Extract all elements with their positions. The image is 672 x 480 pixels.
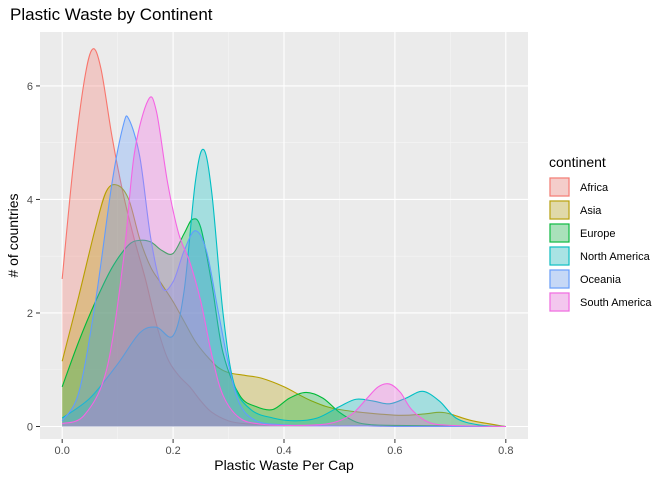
legend-swatch — [549, 246, 570, 266]
x-tick-label: 0.4 — [276, 445, 291, 457]
density-line — [61, 115, 506, 428]
density-area — [62, 184, 506, 427]
x-tick-label: 0.8 — [498, 445, 513, 457]
density-area — [62, 218, 506, 427]
density-line — [61, 218, 506, 428]
legend-label: Europe — [580, 228, 615, 240]
legend-item: South America — [549, 292, 652, 312]
legend-title: continent — [549, 154, 606, 170]
density-series-1 — [61, 184, 506, 428]
y-axis: 0 2 4 6 — [27, 81, 40, 434]
legend-swatch — [549, 269, 570, 289]
y-axis-title: # of countries — [5, 193, 21, 277]
density-area — [62, 115, 506, 427]
legend-swatch — [549, 200, 570, 220]
legend: continent Africa Asia Europe North America O… — [549, 154, 652, 312]
x-axis-title: Plastic Waste Per Cap — [214, 457, 354, 473]
density-areas — [61, 48, 506, 428]
legend-key-bg — [549, 223, 570, 243]
y-tick-label: 6 — [27, 81, 33, 93]
legend-swatch — [549, 177, 570, 197]
legend-label: Africa — [580, 182, 609, 194]
legend-item: Africa — [549, 177, 609, 197]
legend-swatch — [549, 292, 570, 312]
legend-label: Oceania — [580, 274, 622, 286]
density-series-3 — [61, 148, 506, 428]
y-tick-label: 4 — [27, 194, 33, 206]
major-grid — [40, 32, 528, 439]
y-tick-label: 0 — [27, 422, 33, 434]
density-line — [61, 148, 506, 428]
legend-label: South America — [580, 297, 652, 309]
legend-item: Asia — [549, 200, 602, 220]
chart-title: Plastic Waste by Continent — [10, 5, 213, 24]
legend-key-bg — [549, 292, 570, 312]
legend-label: Asia — [580, 205, 602, 217]
legend-swatch — [549, 223, 570, 243]
density-area — [62, 96, 506, 427]
legend-key-bg — [549, 269, 570, 289]
legend-key-bg — [549, 177, 570, 197]
legend-label: North America — [580, 251, 651, 263]
density-series-2 — [61, 218, 506, 428]
legend-item: Europe — [549, 223, 615, 243]
density-series-5 — [61, 96, 506, 428]
legend-item: Oceania — [549, 269, 622, 289]
x-axis: 0.0 0.2 0.4 0.6 0.8 — [55, 439, 513, 457]
legend-item: North America — [549, 246, 651, 266]
x-tick-label: 0.6 — [387, 445, 402, 457]
density-line — [61, 96, 506, 428]
density-line — [61, 184, 506, 428]
y-tick-label: 2 — [27, 308, 33, 320]
density-series-4 — [61, 115, 506, 428]
x-tick-label: 0.0 — [55, 445, 70, 457]
legend-key-bg — [549, 246, 570, 266]
density-area — [62, 149, 506, 427]
x-tick-label: 0.2 — [165, 445, 180, 457]
legend-key-bg — [549, 200, 570, 220]
density-area — [62, 48, 506, 427]
